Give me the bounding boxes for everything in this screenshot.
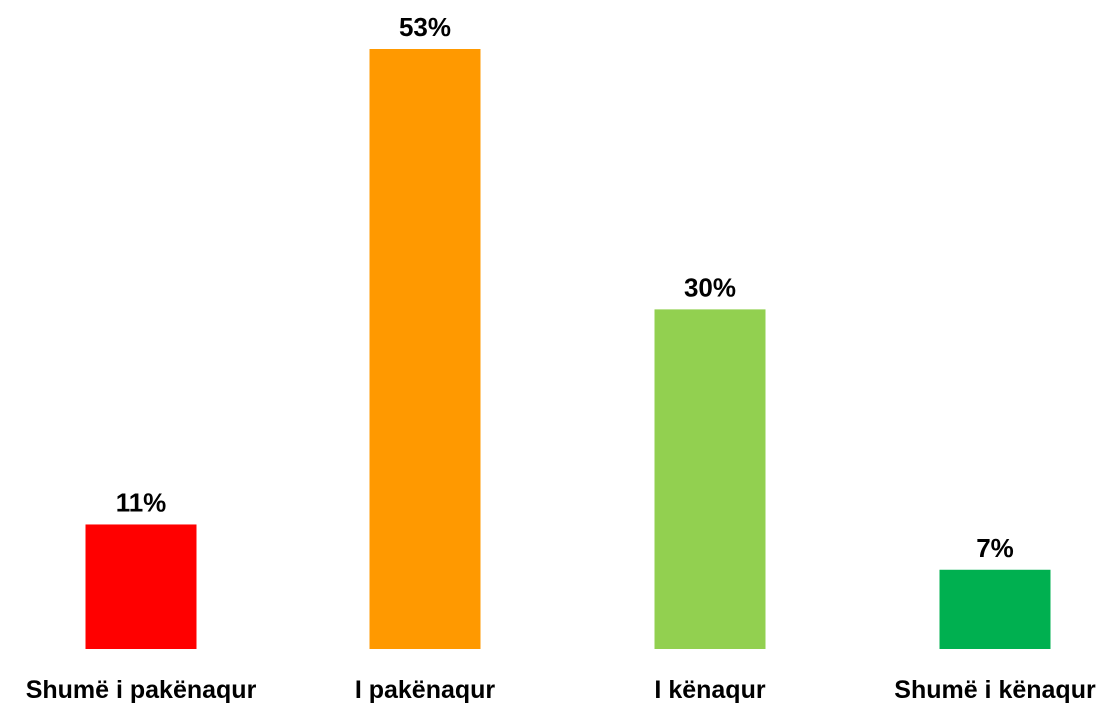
category-labels: Shumë i pakënaqur I pakënaqur I kënaqur Shu…	[26, 676, 1096, 703]
bar-1	[85, 524, 197, 649]
bar-3	[654, 309, 766, 649]
value-label-4: 7%	[976, 533, 1014, 563]
value-label-3: 30%	[684, 272, 736, 302]
category-label-1: Shumë i pakënaqur	[26, 676, 257, 703]
bar-4	[939, 569, 1051, 649]
category-label-4: Shumë i kënaqur	[894, 676, 1096, 703]
value-labels: 11% 53% 30% 7%	[116, 12, 1014, 563]
bar-2	[369, 49, 481, 649]
value-label-2: 53%	[399, 12, 451, 42]
category-label-2: I pakënaqur	[355, 676, 496, 703]
value-label-1: 11%	[116, 487, 167, 517]
category-label-3: I kënaqur	[654, 676, 765, 703]
bars	[85, 49, 1051, 649]
